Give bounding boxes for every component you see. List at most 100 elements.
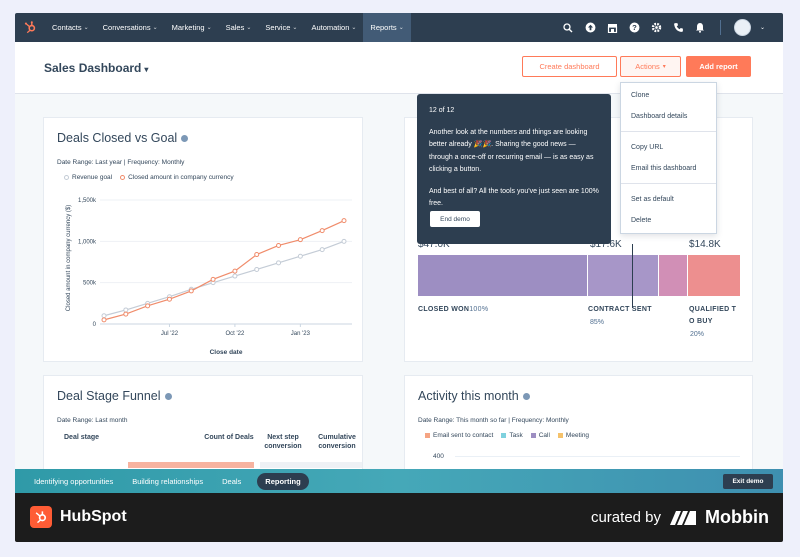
hubspot-logo-icon: [30, 506, 52, 528]
data-point[interactable]: [341, 218, 347, 224]
legend-item[interactable]: Task: [501, 432, 523, 439]
x-axis-label: Close date: [210, 349, 243, 356]
add-report-button[interactable]: Add report: [686, 56, 751, 77]
series-line-0[interactable]: [103, 240, 345, 317]
data-point[interactable]: [123, 311, 129, 317]
stage-pct: 100%: [469, 306, 489, 313]
menu-item-clone[interactable]: Clone: [631, 92, 650, 99]
demo-step-active[interactable]: Reporting: [257, 472, 309, 490]
end-demo-label: End demo: [440, 215, 470, 223]
upgrade-icon[interactable]: [584, 21, 597, 34]
menu-item-email-dashboard[interactable]: Email this dashboard: [631, 165, 697, 172]
info-icon[interactable]: [164, 393, 172, 401]
stage-bar-segment[interactable]: [418, 255, 587, 296]
app-frame: Contacts ⌄ Conversations ⌄ Marketing ⌄ Sale…: [15, 13, 783, 542]
data-point[interactable]: [254, 252, 260, 258]
chevron-down-icon: ⌄: [152, 25, 158, 31]
legend-item[interactable]: Email sent to contact: [425, 432, 493, 439]
nav-sales[interactable]: Sales ⌄: [219, 13, 259, 42]
info-icon[interactable]: [522, 393, 530, 401]
nav-label: Marketing: [171, 23, 205, 32]
data-point[interactable]: [297, 237, 303, 243]
notifications-icon[interactable]: [694, 21, 707, 34]
settings-icon[interactable]: [650, 21, 663, 34]
legend-swatch: [530, 433, 536, 438]
activity-card: Activity this month Date Range: This mon…: [404, 375, 753, 485]
data-point[interactable]: [101, 313, 107, 319]
funnel-bar[interactable]: [128, 462, 254, 468]
nav-service[interactable]: Service ⌄: [258, 13, 304, 42]
menu-item-set-default[interactable]: Set as default: [631, 196, 674, 203]
date-range-meta: Date Range: Last month: [57, 417, 128, 424]
nav-contacts[interactable]: Contacts ⌄: [45, 13, 96, 42]
mobbin-wordmark: Mobbin: [705, 507, 769, 527]
demo-step[interactable]: Building relationships: [132, 476, 204, 486]
legend-swatch: [64, 175, 69, 180]
hubspot-logo-icon[interactable]: [15, 13, 45, 42]
data-point[interactable]: [341, 238, 347, 244]
data-point[interactable]: [276, 242, 282, 248]
stage-bar-segment[interactable]: [688, 255, 740, 296]
demo-step[interactable]: Deals: [222, 476, 242, 486]
demo-step[interactable]: Identifying opportunities: [34, 476, 114, 486]
legend-item[interactable]: Closed amount in company currency: [120, 174, 234, 181]
curated-by: curated by Mobbin: [591, 507, 769, 528]
data-point[interactable]: [232, 273, 238, 279]
hubspot-brand: HubSpot: [30, 506, 127, 528]
chart-legend: Revenue goal Closed amount in company cu…: [64, 174, 234, 181]
data-point[interactable]: [166, 296, 172, 302]
nav-automation[interactable]: Automation ⌄: [304, 13, 363, 42]
menu-item-copy-url[interactable]: Copy URL: [631, 144, 664, 151]
data-point[interactable]: [254, 266, 260, 272]
create-dashboard-button[interactable]: Create dashboard: [522, 56, 617, 77]
nav-label: Sales: [225, 23, 245, 32]
stage-bar-segment[interactable]: [659, 255, 687, 296]
nav-label: Service: [265, 23, 291, 32]
nav-marketing[interactable]: Marketing ⌄: [165, 13, 219, 42]
data-point[interactable]: [210, 276, 216, 282]
series-line-1[interactable]: [103, 220, 345, 321]
legend-item[interactable]: Revenue goal: [64, 174, 112, 181]
chevron-down-icon: ⌄: [292, 25, 298, 31]
demo-progress-bar: Identifying opportunities Building relat…: [15, 469, 783, 493]
dashboard-selector[interactable]: Sales Dashboard ▾: [44, 61, 148, 75]
data-point[interactable]: [145, 303, 151, 309]
nav-reports[interactable]: Reports ⌄: [363, 13, 411, 42]
chevron-down-icon[interactable]: ⌄: [759, 25, 765, 31]
column-header: Count of Deals: [204, 434, 254, 441]
nav-conversations[interactable]: Conversations ⌄: [96, 13, 165, 42]
exit-demo-button[interactable]: Exit demo: [723, 474, 773, 489]
end-demo-button[interactable]: End demo: [430, 211, 480, 227]
legend-item[interactable]: Meeting: [557, 432, 589, 439]
search-icon[interactable]: [562, 21, 575, 34]
stage-bar-segment[interactable]: [588, 255, 658, 296]
menu-item-delete[interactable]: Delete: [631, 217, 652, 224]
calling-icon[interactable]: [672, 21, 685, 34]
nav-label: Conversations: [102, 23, 151, 32]
menu-item-dashboard-details[interactable]: Dashboard details: [631, 113, 688, 120]
stage-label: CLOSED WON 100%: [418, 306, 488, 313]
nav-divider: [719, 20, 721, 35]
legend-label: Closed amount in company currency: [128, 174, 234, 181]
data-point[interactable]: [276, 260, 282, 266]
stage-pct: 20%: [690, 331, 705, 338]
date-range-meta: Date Range: Last year | Frequency: Month…: [57, 159, 185, 166]
avatar[interactable]: [733, 19, 751, 36]
data-point[interactable]: [319, 228, 325, 234]
column-header: Cumulative conversion: [318, 434, 356, 450]
stage-value: $47.0K: [418, 239, 450, 250]
data-point[interactable]: [188, 288, 194, 294]
data-point[interactable]: [319, 247, 325, 253]
legend-item[interactable]: Call: [530, 432, 550, 439]
data-point[interactable]: [123, 307, 129, 313]
data-point[interactable]: [101, 317, 107, 323]
info-icon[interactable]: [181, 135, 189, 143]
stage-label: O BUY: [689, 318, 713, 325]
help-icon[interactable]: ?: [628, 21, 641, 34]
data-point[interactable]: [297, 253, 303, 259]
stage-pct: 85%: [590, 319, 605, 326]
data-point[interactable]: [232, 268, 238, 274]
actions-button[interactable]: Actions ▾: [620, 56, 681, 77]
deal-funnel-card: Deal Stage Funnel Date Range: Last month…: [43, 375, 363, 485]
marketplace-icon[interactable]: [606, 21, 619, 34]
